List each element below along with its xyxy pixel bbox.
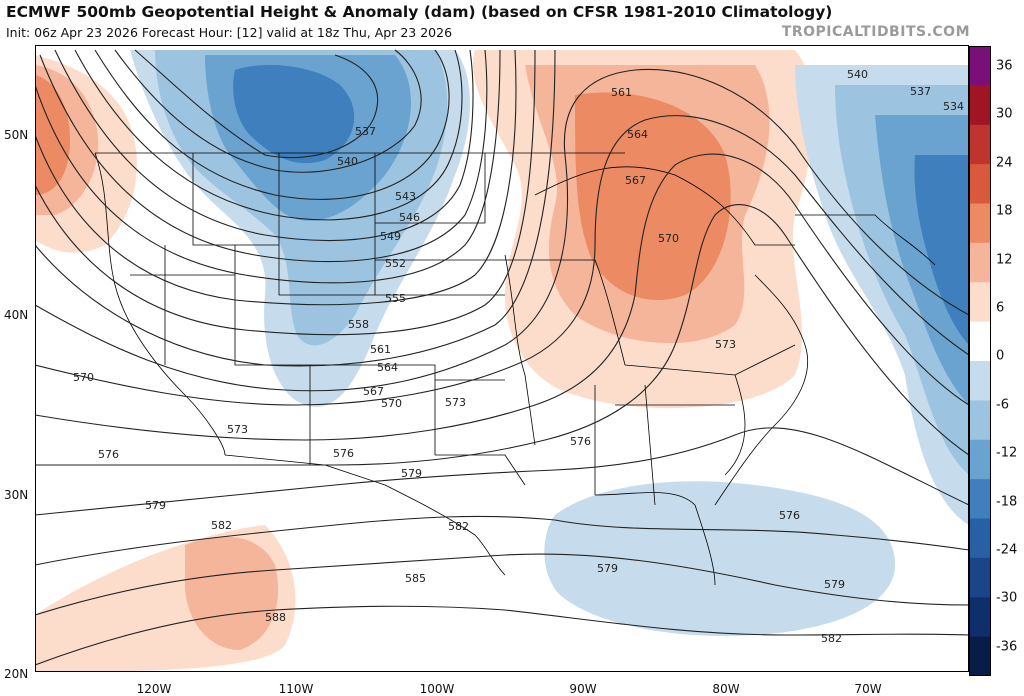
colorbar-band [969, 636, 991, 676]
lon-label-120w: 120W [136, 682, 172, 696]
lon-label-80w: 80W [712, 682, 740, 696]
contour-label: 546 [399, 211, 420, 224]
contour-label: 537 [355, 125, 376, 138]
colorbar-band [969, 203, 991, 244]
contour-label: 558 [348, 318, 369, 331]
lon-label-110w: 110W [278, 682, 314, 696]
contour-label: 570 [73, 371, 94, 384]
contour-label: 540 [337, 155, 358, 168]
colorbar-band [969, 124, 991, 165]
contour-label: 564 [377, 361, 398, 374]
contour-label: 588 [265, 611, 286, 624]
height-contours [35, 49, 969, 666]
contour-label: 573 [715, 338, 736, 351]
colorbar-bands [969, 46, 991, 676]
colorbar-band [969, 282, 991, 323]
contour-label: 561 [611, 86, 632, 99]
contour-label: 540 [847, 68, 868, 81]
colorbar-tick-label: 24 [996, 155, 1013, 171]
colorbar-band [969, 242, 991, 283]
colorbar-tick-label: 30 [996, 106, 1013, 122]
contour-label: 537 [910, 85, 931, 98]
colorbar-band [969, 400, 991, 441]
colorbar-tick-label: 36 [996, 58, 1013, 74]
colorbar-band [969, 46, 991, 86]
contour-label: 582 [821, 632, 842, 645]
contour-label: 579 [597, 562, 618, 575]
contour-label: 579 [145, 499, 166, 512]
colorbar-tick-label: 6 [996, 300, 1005, 316]
colorbar-tick-label: 0 [996, 348, 1005, 364]
lon-label-100w: 100W [419, 682, 455, 696]
contour-label: 570 [381, 397, 402, 410]
contour-label: 579 [824, 578, 845, 591]
contour-label-group: 537 540 543 546 549 552 555 558 561 564 … [73, 68, 964, 645]
contour-label: 567 [625, 174, 646, 187]
colorbar-band [969, 557, 991, 598]
contour-label: 576 [333, 447, 354, 460]
colorbar-band [969, 85, 991, 126]
colorbar-band [969, 361, 991, 401]
contour-label: 576 [570, 435, 591, 448]
colorbar-tick-label: 12 [996, 252, 1013, 268]
lat-label-50n: 50N [4, 128, 29, 142]
contour-label: 582 [211, 519, 232, 532]
contour-label: 585 [405, 572, 426, 585]
contour-label: 579 [401, 467, 422, 480]
lon-label-90w: 90W [569, 682, 597, 696]
map-title: ECMWF 500mb Geopotential Height & Anomal… [6, 3, 833, 21]
lon-label-70w: 70W [854, 682, 882, 696]
anomaly-shading [35, 50, 969, 672]
contour-label: 573 [445, 396, 466, 409]
colorbar-band [969, 479, 991, 520]
colorbar-band [969, 164, 991, 205]
colorbar-band [969, 597, 991, 638]
contour-label: 564 [627, 128, 648, 141]
colorbar-tick-label: -18 [996, 494, 1018, 510]
contour-label: 567 [363, 385, 384, 398]
lat-label-40n: 40N [4, 308, 29, 322]
colorbar-tick-label: -30 [996, 590, 1018, 606]
colorbar [969, 46, 991, 676]
contour-label: 549 [380, 230, 401, 243]
colorbar-band [969, 321, 991, 362]
map-canvas: 537 540 543 546 549 552 555 558 561 564 … [35, 45, 969, 672]
colorbar-band [969, 439, 991, 480]
contour-label: 570 [658, 232, 679, 245]
contour-label: 576 [779, 509, 800, 522]
contour-label: 552 [385, 257, 406, 270]
lat-label-20n: 20N [4, 667, 29, 681]
colorbar-tick-label: -12 [996, 445, 1018, 461]
contour-label: 561 [370, 343, 391, 356]
contour-label: 555 [385, 292, 406, 305]
contour-label: 582 [448, 520, 469, 533]
credit-watermark: TROPICALTIDBITS.COM [781, 24, 970, 40]
lat-label-30n: 30N [4, 488, 29, 502]
map-subtitle: Init: 06z Apr 23 2026 Forecast Hour: [12… [6, 25, 453, 40]
contour-label: 576 [98, 448, 119, 461]
colorbar-tick-label: -6 [996, 397, 1009, 413]
colorbar-tick-label: -24 [996, 542, 1018, 558]
colorbar-tick-label: 18 [996, 203, 1013, 219]
contour-label: 534 [943, 100, 964, 113]
contour-label: 573 [227, 423, 248, 436]
colorbar-tick-label: -36 [996, 639, 1018, 655]
colorbar-band [969, 518, 991, 559]
contour-label: 543 [395, 190, 416, 203]
